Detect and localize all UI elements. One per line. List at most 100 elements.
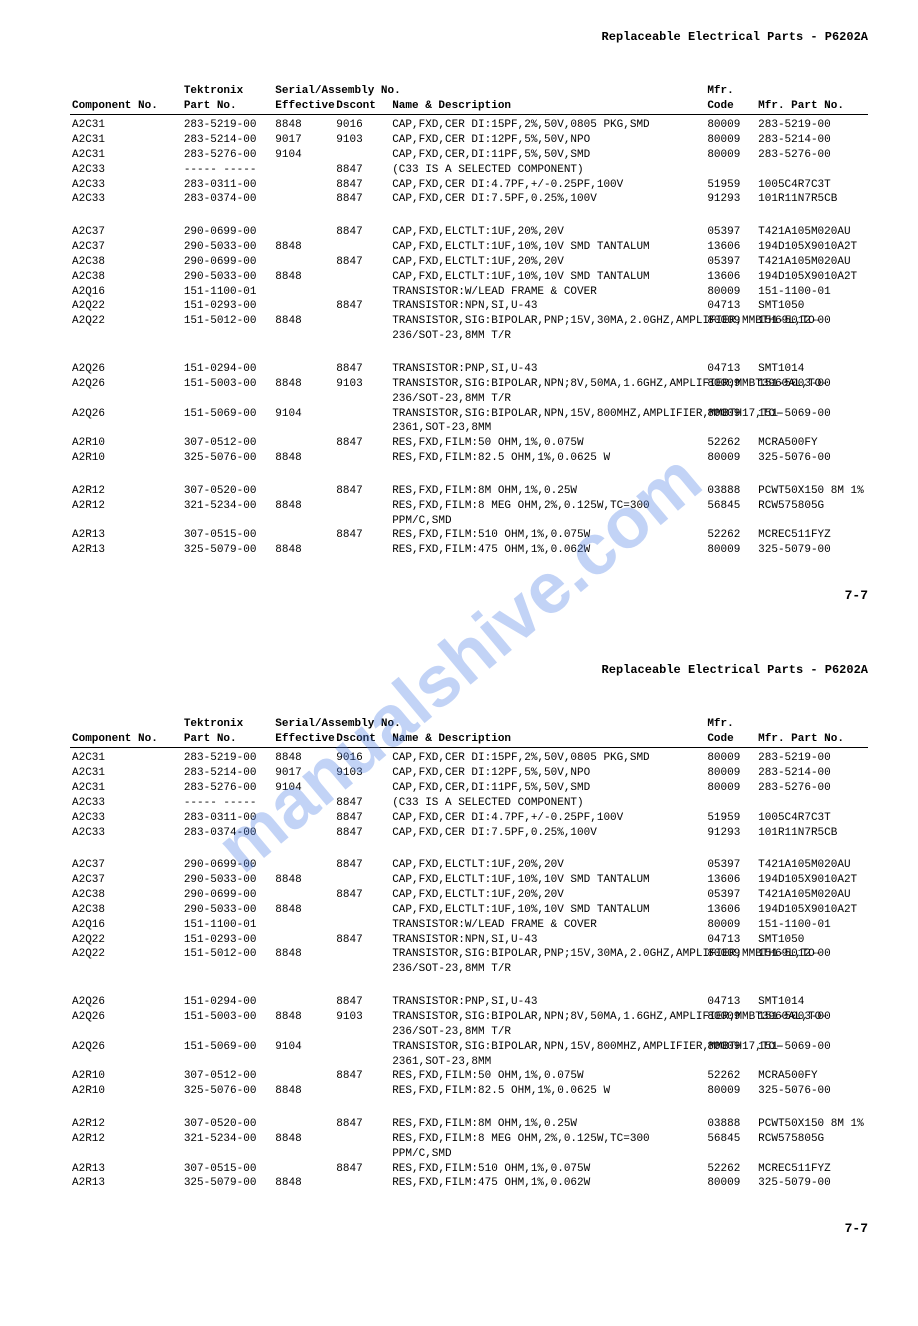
- cell-eff: 8848: [273, 947, 334, 977]
- cell-eff: 8848: [273, 903, 334, 918]
- cell-mfrp: 151-5012-00: [756, 314, 868, 344]
- cell-comp: A2R10: [70, 436, 182, 451]
- cell-eff: 8848: [273, 1010, 334, 1040]
- cell-dsc: 8847: [334, 888, 390, 903]
- cell-mfrc: 91293: [705, 192, 756, 207]
- cell-mfrc: 80009: [705, 133, 756, 148]
- cell-eff: 8848: [273, 240, 334, 255]
- cell-desc: CAP,FXD,CER,DI:11PF,5%,50V,SMD: [390, 148, 705, 163]
- cell-eff: [273, 225, 334, 240]
- cell-mfrp: 325-5076-00: [756, 1084, 868, 1099]
- table-row: A2Q26151-5003-0088489103TRANSISTOR,SIG:B…: [70, 1010, 868, 1040]
- cell-mfrc: 13606: [705, 270, 756, 285]
- h-dscont: Dscont: [334, 732, 390, 747]
- cell-mfrp: 101R11N7R5CB: [756, 826, 868, 841]
- cell-desc: RES,FXD,FILM:82.5 OHM,1%,0.0625 W: [390, 1084, 705, 1099]
- cell-dsc: 8847: [334, 192, 390, 207]
- cell-desc: TRANSISTOR:W/LEAD FRAME & COVER: [390, 285, 705, 300]
- cell-mfrp: T421A105M020AU: [756, 225, 868, 240]
- cell-tek: 151-0293-00: [182, 933, 273, 948]
- h-serial-label: Serial/Assembly No.: [273, 84, 390, 99]
- cell-eff: 8848: [273, 377, 334, 407]
- cell-mfrp: 325-5079-00: [756, 1176, 868, 1191]
- cell-tek: 325-5079-00: [182, 543, 273, 558]
- table-row: A2Q22151-0293-008847TRANSISTOR:NPN,SI,U-…: [70, 933, 868, 948]
- cell-dsc: [334, 285, 390, 300]
- cell-comp: A2C31: [70, 766, 182, 781]
- cell-comp: A2C33: [70, 178, 182, 193]
- cell-mfrp: RCW575805G: [756, 499, 868, 529]
- cell-mfrc: 52262: [705, 436, 756, 451]
- cell-desc: TRANSISTOR:W/LEAD FRAME & COVER: [390, 918, 705, 933]
- cell-tek: 283-5276-00: [182, 781, 273, 796]
- cell-dsc: 8847: [334, 1162, 390, 1177]
- cell-comp: A2Q26: [70, 1010, 182, 1040]
- table-row: A2Q26151-0294-008847TRANSISTOR:PNP,SI,U-…: [70, 362, 868, 377]
- cell-mfrp: T421A105M020AU: [756, 255, 868, 270]
- cell-mfrc: 51959: [705, 178, 756, 193]
- table-row: A2C37290-0699-008847CAP,FXD,ELCTLT:1UF,2…: [70, 225, 868, 240]
- cell-mfrp: 325-5079-00: [756, 543, 868, 558]
- cell-mfrp: SMT1014: [756, 362, 868, 377]
- cell-desc: TRANSISTOR:NPN,SI,U-43: [390, 299, 705, 314]
- cell-mfrc: [705, 163, 756, 178]
- cell-desc: TRANSISTOR,SIG:BIPOLAR,NPN,15V,800MHZ,AM…: [390, 407, 705, 437]
- cell-mfrc: 80009: [705, 781, 756, 796]
- cell-mfrp: MCRA500FY: [756, 1069, 868, 1084]
- cell-desc: CAP,FXD,CER,DI:11PF,5%,50V,SMD: [390, 781, 705, 796]
- h-tek-part: Part No.: [182, 99, 273, 114]
- cell-dsc: 8847: [334, 826, 390, 841]
- cell-mfrp: 151-5069-00: [756, 1040, 868, 1070]
- cell-eff: [273, 933, 334, 948]
- table-row: A2R12307-0520-008847RES,FXD,FILM:8M OHM,…: [70, 484, 868, 499]
- cell-mfrp: PCWT50X150 8M 1%: [756, 1117, 868, 1132]
- table-row: A2Q22151-5012-008848TRANSISTOR,SIG:BIPOL…: [70, 314, 868, 344]
- cell-tek: 290-5033-00: [182, 873, 273, 888]
- table-row: A2C33----- -----8847(C33 IS A SELECTED C…: [70, 796, 868, 811]
- table-row: A2C38290-0699-008847CAP,FXD,ELCTLT:1UF,2…: [70, 255, 868, 270]
- cell-tek: ----- -----: [182, 796, 273, 811]
- cell-mfrc: 80009: [705, 1084, 756, 1099]
- table-row: A2R13325-5079-008848RES,FXD,FILM:475 OHM…: [70, 1176, 868, 1191]
- cell-dsc: [334, 543, 390, 558]
- cell-tek: 283-5219-00: [182, 751, 273, 766]
- cell-tek: 290-0699-00: [182, 225, 273, 240]
- cell-desc: TRANSISTOR,SIG:BIPOLAR,NPN;8V,50MA,1.6GH…: [390, 377, 705, 407]
- cell-comp: A2C33: [70, 192, 182, 207]
- cell-comp: A2C33: [70, 811, 182, 826]
- table-row: A2C33283-0374-008847CAP,FXD,CER DI:7.5PF…: [70, 192, 868, 207]
- table-row: A2C31283-5276-009104CAP,FXD,CER,DI:11PF,…: [70, 781, 868, 796]
- cell-desc: TRANSISTOR:NPN,SI,U-43: [390, 933, 705, 948]
- cell-eff: [273, 858, 334, 873]
- cell-dsc: [334, 873, 390, 888]
- cell-desc: RES,FXD,FILM:8M OHM,1%,0.25W: [390, 1117, 705, 1132]
- cell-tek: 151-5069-00: [182, 1040, 273, 1070]
- cell-desc: CAP,FXD,ELCTLT:1UF,20%,20V: [390, 225, 705, 240]
- cell-mfrp: T421A105M020AU: [756, 858, 868, 873]
- cell-desc: RES,FXD,FILM:8 MEG OHM,2%,0.125W,TC=300 …: [390, 499, 705, 529]
- h-name-desc: Name & Description: [390, 99, 705, 114]
- cell-comp: A2C37: [70, 858, 182, 873]
- cell-tek: 290-0699-00: [182, 888, 273, 903]
- cell-dsc: [334, 903, 390, 918]
- cell-desc: CAP,FXD,CER DI:4.7PF,+/-0.25PF,100V: [390, 178, 705, 193]
- table-row: A2C31283-5276-009104CAP,FXD,CER,DI:11PF,…: [70, 148, 868, 163]
- h-tek-label: Tektronix: [182, 717, 273, 732]
- cell-eff: [273, 888, 334, 903]
- cell-eff: [273, 436, 334, 451]
- cell-eff: [273, 178, 334, 193]
- cell-desc: (C33 IS A SELECTED COMPONENT): [390, 796, 705, 811]
- cell-desc: TRANSISTOR,SIG:BIPOLAR,NPN;8V,50MA,1.6GH…: [390, 1010, 705, 1040]
- cell-desc: TRANSISTOR:PNP,SI,U-43: [390, 995, 705, 1010]
- cell-comp: A2C31: [70, 781, 182, 796]
- cell-mfrp: SMT1050: [756, 933, 868, 948]
- cell-eff: [273, 796, 334, 811]
- table-row: A2Q26151-0294-008847TRANSISTOR:PNP,SI,U-…: [70, 995, 868, 1010]
- cell-mfrp: 1005C4R7C3T: [756, 811, 868, 826]
- page-section: Replaceable Electrical Parts - P6202ATek…: [70, 663, 868, 1236]
- cell-tek: 307-0520-00: [182, 484, 273, 499]
- table-row: A2Q22151-5012-008848TRANSISTOR,SIG:BIPOL…: [70, 947, 868, 977]
- h-empty: [390, 717, 705, 732]
- h-dscont: Dscont: [334, 99, 390, 114]
- page-number: 7-7: [70, 588, 868, 603]
